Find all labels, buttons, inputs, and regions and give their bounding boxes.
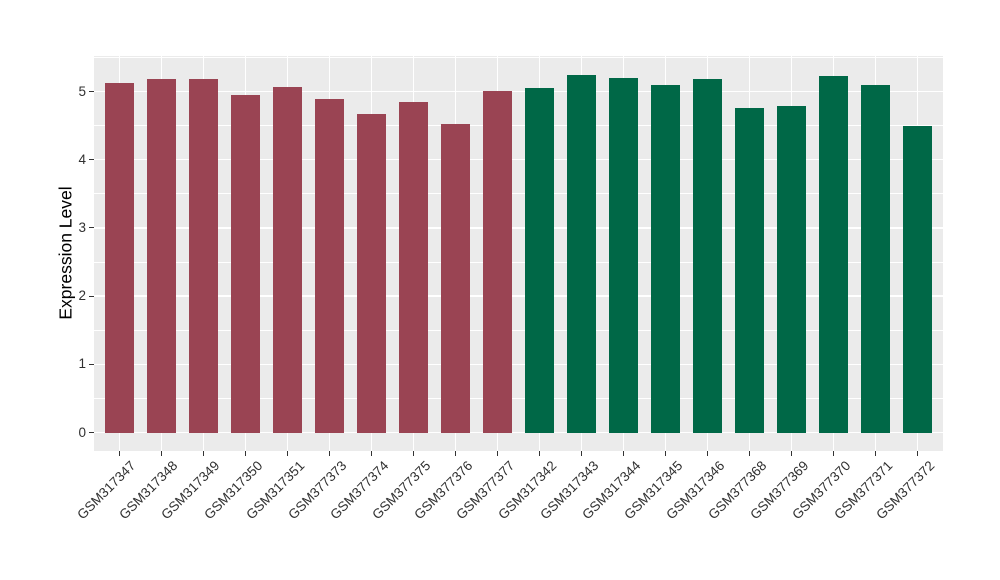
x-tick-mark: [707, 451, 709, 456]
y-tick-label: 5: [78, 83, 86, 99]
bar-GSM317351: [272, 86, 303, 433]
grid-minor-line: [94, 56, 943, 58]
bar-GSM377368: [734, 107, 765, 433]
grid-minor-line: [94, 193, 943, 195]
bar-GSM317345: [650, 84, 681, 433]
y-tick-label: 1: [78, 356, 86, 372]
y-tick-mark: [89, 159, 94, 161]
bar-GSM317350: [230, 94, 260, 433]
bar-GSM377377: [482, 90, 513, 433]
x-tick-mark: [581, 451, 583, 456]
grid-minor-line: [94, 125, 943, 127]
grid-minor-line: [94, 329, 943, 331]
bar-GSM317342: [524, 88, 555, 433]
y-tick-label: 3: [78, 219, 86, 235]
x-tick-mark: [454, 451, 456, 456]
grid-major-line: [94, 363, 943, 366]
bar-GSM317346: [692, 79, 723, 433]
bar-GSM377374: [356, 114, 387, 433]
y-tick-label: 2: [78, 288, 86, 304]
bar-GSM317344: [608, 77, 639, 433]
x-tick-mark: [118, 451, 120, 456]
x-tick-mark: [160, 451, 162, 456]
bar-GSM377372: [903, 125, 933, 433]
x-tick-mark: [749, 451, 751, 456]
x-tick-mark: [623, 451, 625, 456]
grid-major-line: [94, 295, 943, 297]
x-tick-mark: [328, 451, 330, 456]
grid-minor-line: [94, 398, 943, 400]
x-tick-mark: [370, 451, 372, 456]
x-tick-mark: [917, 451, 919, 456]
y-tick-mark: [89, 227, 94, 229]
grid-major-line: [94, 227, 943, 229]
y-tick-mark: [89, 432, 94, 434]
bar-GSM377375: [398, 102, 429, 433]
y-tick-label: 4: [78, 151, 86, 167]
bar-GSM317347: [104, 82, 134, 433]
x-tick-mark: [412, 451, 414, 456]
bar-GSM377369: [776, 105, 807, 433]
x-tick-mark: [496, 451, 498, 456]
bar-GSM377373: [314, 99, 345, 433]
x-tick-mark: [244, 451, 246, 456]
x-tick-mark: [875, 451, 877, 456]
chart-panel: [94, 56, 943, 451]
y-tick-mark: [89, 363, 94, 365]
y-tick-label: 0: [78, 424, 86, 440]
y-tick-mark: [89, 295, 94, 297]
x-tick-mark: [791, 451, 793, 456]
y-tick-mark: [89, 91, 94, 92]
x-tick-mark: [286, 451, 288, 456]
grid-major-line: [94, 90, 943, 93]
x-tick-mark: [665, 451, 667, 456]
x-tick-mark: [833, 451, 835, 456]
bar-GSM377370: [819, 76, 849, 433]
bar-GSM317348: [146, 78, 176, 433]
bar-GSM317343: [566, 75, 597, 433]
bar-GSM377371: [861, 85, 891, 433]
x-tick-mark: [202, 451, 204, 456]
grid-minor-line: [94, 261, 943, 263]
grid-major-line: [94, 431, 943, 434]
x-tick-mark: [539, 451, 540, 456]
bar-GSM317349: [188, 79, 218, 433]
grid-major-line: [94, 158, 943, 161]
bar-GSM377376: [440, 124, 471, 433]
